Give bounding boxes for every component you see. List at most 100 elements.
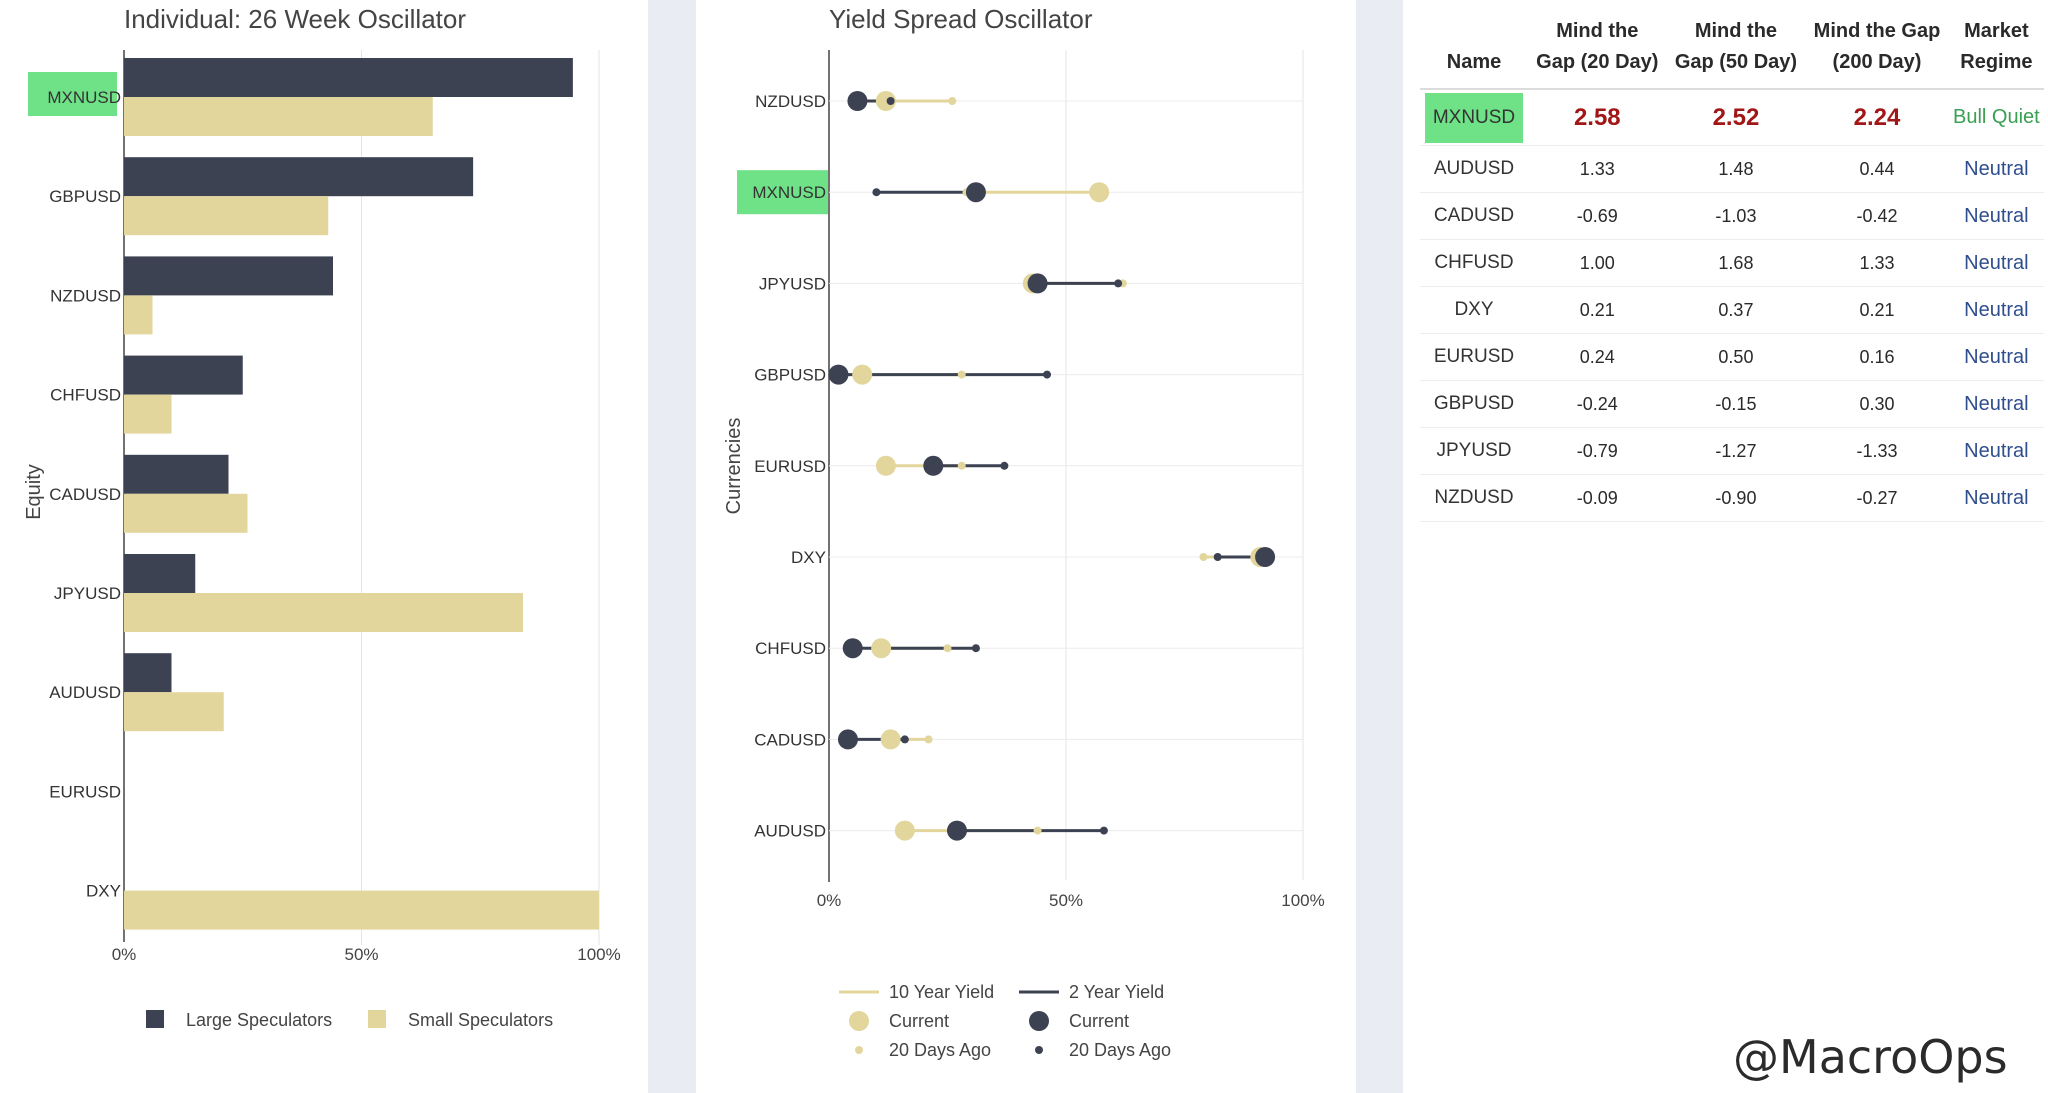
cell-gap-50-text: 0.37 <box>1718 299 1754 320</box>
cell-gap-200-text: 0.44 <box>1859 158 1895 179</box>
two-year-20-days-ago-dot <box>1043 370 1052 379</box>
cell-gap-20: -0.09 <box>1527 474 1667 522</box>
cell-gap-20: 2.58 <box>1527 89 1667 146</box>
x-tick-label: 50% <box>1049 891 1083 910</box>
cell-name-text: DXY <box>1454 299 1494 320</box>
cell-regime-text: Neutral <box>1964 204 2029 227</box>
cell-regime-text: Neutral <box>1964 486 2029 509</box>
bar-large-speculators <box>124 157 474 197</box>
ten-year-20-days-ago-dot <box>957 370 966 379</box>
category-label: AUDUSD <box>49 683 121 702</box>
table-row: JPYUSD -0.79 -1.27 -1.33 Neutral <box>1420 427 2044 475</box>
ten-year-current-dot <box>875 91 896 111</box>
x-tick-label: 100% <box>1281 891 1324 910</box>
cell-gap-20-text: -0.24 <box>1576 393 1618 414</box>
legend-20-days-ago-dot <box>1035 1046 1043 1054</box>
two-year-20-days-ago-dot <box>872 188 881 197</box>
cell-gap-20-text: 1.33 <box>1579 158 1615 179</box>
legend-label: Large Speculators <box>186 1010 332 1030</box>
cell-gap-20: 1.00 <box>1527 239 1667 287</box>
cell-gap-200: -1.33 <box>1805 427 1949 475</box>
header-gap-200-line1: Mind the Gap <box>1813 20 1941 42</box>
cell-gap-200-text: 0.21 <box>1859 299 1895 320</box>
two-year-current-dot <box>837 729 858 750</box>
cell-regime: Neutral <box>1948 192 2044 240</box>
cell-gap-50: 2.52 <box>1666 89 1806 146</box>
cell-regime: Neutral <box>1948 239 2044 287</box>
bar-large-speculators <box>124 256 333 296</box>
bar-small-speculators <box>124 493 248 533</box>
cell-gap-50: -0.90 <box>1666 474 1806 522</box>
cell-gap-200: 0.21 <box>1805 286 1949 334</box>
category-label: MXNUSD <box>752 183 826 202</box>
cell-name-text: EURUSD <box>1433 346 1515 367</box>
legend-label: Small Speculators <box>408 1010 553 1030</box>
bar-small-speculators <box>124 97 433 136</box>
y-axis-label: Currencies <box>723 418 745 515</box>
cell-name: GBPUSD <box>1420 380 1528 428</box>
x-tick-label: 50% <box>344 945 378 964</box>
header-gap-50: Mind the Gap (50 Day) <box>1666 12 1806 90</box>
two-year-current-dot <box>1255 547 1276 567</box>
category-label: JPYUSD <box>759 274 826 293</box>
cell-name: DXY <box>1420 286 1528 334</box>
category-label: GBPUSD <box>49 187 121 206</box>
cell-gap-20-text: -0.79 <box>1576 440 1618 461</box>
bar-small-speculators <box>124 295 153 335</box>
cell-regime-text: Neutral <box>1964 251 2029 274</box>
cell-gap-200-text: -1.33 <box>1856 440 1898 461</box>
table-header-row: Name Mind the Gap (20 Day) Mind the Gap (5… <box>1420 12 2044 90</box>
cell-regime-text: Neutral <box>1964 298 2029 321</box>
cell-gap-200-text: -0.42 <box>1856 205 1898 226</box>
highlight-label-bg <box>737 170 828 215</box>
cell-name-text: CADUSD <box>1433 205 1515 226</box>
cell-gap-20-text: 0.24 <box>1579 346 1615 367</box>
two-year-current-dot <box>946 820 967 841</box>
cell-gap-200-text: 0.30 <box>1859 393 1895 414</box>
cell-name-text: AUDUSD <box>1433 158 1515 179</box>
category-label: CADUSD <box>754 730 826 749</box>
header-regime: Market Regime <box>1948 12 2044 90</box>
cell-regime-text: Neutral <box>1964 157 2029 180</box>
table-row: CADUSD -0.69 -1.03 -0.42 Neutral <box>1420 192 2044 240</box>
oscillator-chart: Individual: 26 Week Oscillator 0% 50% 100% E… <box>23 4 621 1030</box>
table-row: GBPUSD -0.24 -0.15 0.30 Neutral <box>1420 380 2044 428</box>
ten-year-current-dot <box>1089 182 1110 203</box>
cell-gap-50-text: -1.03 <box>1715 205 1757 226</box>
header-gap-200: Mind the Gap (200 Day) <box>1805 12 1949 90</box>
category-label: AUDUSD <box>754 822 826 841</box>
cell-regime-text: Neutral <box>1964 345 2029 368</box>
cell-gap-50-text: 1.48 <box>1718 158 1754 179</box>
two-year-20-days-ago-dot <box>971 644 980 653</box>
bar-small-speculators <box>124 890 599 930</box>
cell-gap-50: 1.68 <box>1666 239 1806 287</box>
cell-gap-200: 2.24 <box>1805 89 1949 146</box>
ten-year-20-days-ago-dot <box>943 644 952 653</box>
category-label: DXY <box>86 882 121 901</box>
two-year-20-days-ago-dot <box>900 735 909 744</box>
table-row: EURUSD 0.24 0.50 0.16 Neutral <box>1420 333 2044 381</box>
header-gap-20-line2: Gap (20 Day) <box>1536 51 1659 73</box>
header-regime-line2: Regime <box>1960 51 2033 73</box>
cell-name: EURUSD <box>1420 333 1528 381</box>
two-year-20-days-ago-dot <box>1099 826 1108 835</box>
header-gap-50-line1: Mind the <box>1694 20 1778 42</box>
legend-label: 20 Days Ago <box>1069 1040 1171 1060</box>
two-year-current-dot <box>1027 273 1048 294</box>
category-label: EURUSD <box>754 457 826 476</box>
cell-gap-20: 0.21 <box>1527 286 1667 334</box>
two-year-current-dot <box>847 91 868 111</box>
cell-gap-50-text: -0.15 <box>1715 393 1757 414</box>
cell-gap-200-text: 0.16 <box>1859 346 1895 367</box>
bar-small-speculators <box>124 394 172 434</box>
bar-large-speculators <box>124 58 573 97</box>
cell-gap-200: -0.42 <box>1805 192 1949 240</box>
table-row: CHFUSD 1.00 1.68 1.33 Neutral <box>1420 239 2044 287</box>
cell-name-text: NZDUSD <box>1434 487 1514 508</box>
header-gap-200-line2: (200 Day) <box>1832 51 1922 73</box>
cell-gap-50-text: 0.50 <box>1718 346 1754 367</box>
ten-year-20-days-ago-dot <box>957 461 966 470</box>
cell-gap-50-text: -1.27 <box>1715 440 1757 461</box>
ten-year-current-dot <box>880 729 901 750</box>
category-label: JPYUSD <box>54 584 121 603</box>
